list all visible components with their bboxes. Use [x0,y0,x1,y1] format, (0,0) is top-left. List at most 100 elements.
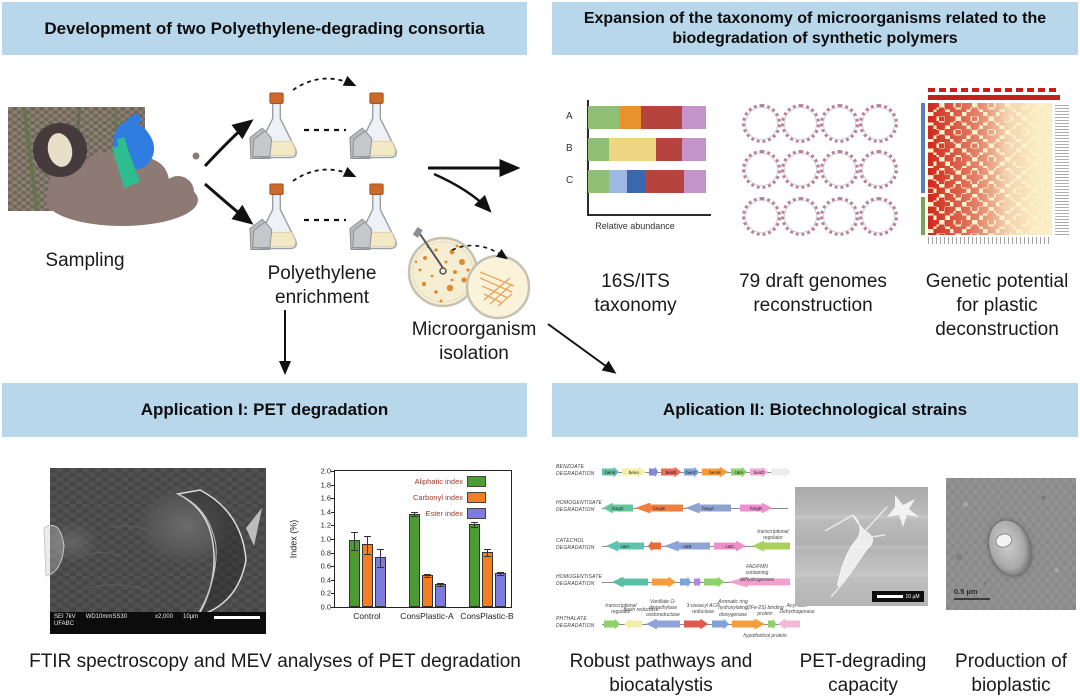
taxonomy-label: 16S/ITS taxonomy [594,271,677,316]
sem2-scale-bar [876,595,903,598]
y-tick-mark [331,566,335,568]
genome-circle [859,103,898,143]
sem-image-pet-degradation: SEI 7kV WD10mmSS30 x2,000 10µm UFABC [43,468,266,634]
sem-scale-bar [214,616,261,619]
error-bar [350,532,358,551]
error-bar [470,522,478,529]
gene-arrow [652,576,676,588]
gene-annotation: flavin reductase [623,607,659,613]
y-tick-mark [331,498,335,500]
gene-arrow: catB [664,540,710,552]
abundance-segment [626,170,645,193]
legend-item: Carbonyl index [401,492,486,503]
caption-bioplastic: Production of bioplastic [955,651,1067,696]
genetic-potential-heatmap [920,88,1072,246]
abundance-row-label: B [566,143,573,154]
panel-title: Expansion of the taxonomy of microorgani… [583,9,1047,47]
gene-annotation: Aromatic ring hydroxylating dioxygenase [718,599,748,618]
abundance-segment [641,106,683,129]
gene-arrow: benB [661,466,681,478]
gene-annotation: (2Fe-2S) binding protein [746,605,784,618]
panel-header-taxonomy: Expansion of the taxonomy of microorgani… [552,2,1078,55]
genetic-label: Genetic potential for plastic deconstruc… [925,271,1069,340]
y-tick-label: 1.8 [320,480,331,490]
pathway-row-label: CATECHOL DEGRADATION [556,538,595,551]
gene-arrow: hmgB [635,502,683,514]
panel-title: Aplication II: Biotechnological strains [662,400,968,420]
pathway-row-label: HOMOGENTISATE DEGRADATION [556,500,603,513]
sem-lab: UFABC [54,621,75,627]
error-bar [496,572,504,576]
y-tick-label: 1.2 [320,520,331,530]
gene-annotation: FAD/FMN containing dehydrogenase [739,564,775,583]
y-tick-label: 0.0 [320,602,331,612]
pathway-row-label: PHTHALATE DEGRADATION [556,616,595,629]
heatmap-top-strip [928,88,1060,92]
genome-circle [742,103,781,143]
gene-arrow: hmgA [685,502,731,514]
genome-circle [781,197,820,237]
abundance-row-label: A [566,111,573,122]
abundance-row [588,138,706,161]
y-tick-mark [331,525,335,527]
y-tick-label: 1.6 [320,493,331,503]
gene-arrow [704,576,724,588]
gene-pathways-diagram: BENZOATE DEGRADATION benK benA benB benC benM… [556,456,815,642]
sem-settings: SEI 7kV [54,614,76,620]
gene-arrow [728,576,790,588]
gene-annotation: transcriptional regulator [605,603,637,616]
gene-arrow [680,576,691,588]
gene-arrow [712,618,729,630]
panel-title: Development of two Polyethylene-degradin… [44,18,485,38]
caption-pathways: Robust pathways and biocatalystis [569,651,753,696]
gene-arrow: catC [714,540,746,552]
y-tick-label: 0.2 [320,588,331,598]
enrichment-label: Polyethylene enrichment [267,263,377,308]
legend-swatch [467,508,486,519]
relative-abundance-chart: A B C [558,100,711,218]
gene-annotation: 3-oxoacyl ACP reductase [686,603,720,616]
sem-image-pet-surface: 10 µM [795,487,928,606]
data-bar [494,573,506,607]
pathway-row-label: HOMOGENTISATE DEGRADATION [556,574,603,587]
heatmap-cells [928,103,1052,235]
panel-header-application-1: Application I: PET degradation [2,383,527,437]
legend-item: Aliphatic index [401,476,486,487]
gene-arrow: hmgR [740,502,772,514]
gene-arrow: hmgC [603,502,633,514]
error-bar [363,535,371,556]
abundance-row [588,170,706,193]
gene-arrow [604,618,620,630]
gene-arrow [768,618,776,630]
caption-pet: PET-degrading capacity [799,651,927,696]
heatmap-col-labels [928,237,1052,244]
ftir-ylabel: Index (%) [288,519,299,559]
sem-info-bar: SEI 7kV WD10mmSS30 x2,000 10µm UFABC [50,612,266,634]
sem2-scale: 10 µM [872,591,924,602]
sem-mag: x2,000 [155,614,174,620]
y-tick-mark [331,539,335,540]
y-tick-label: 0.8 [320,548,331,558]
y-tick-label: 1.4 [320,507,331,517]
abundance-segment [588,106,620,129]
abundance-segment [682,138,706,161]
tem-image-bioplastic-cell: 0.5 µm [946,478,1076,610]
y-tick-label: 1.0 [320,534,331,544]
x-tick-label: Control [353,611,381,621]
heatmap-second-strip [928,95,1060,100]
x-tick-label: ConsPlastic-B [460,611,514,621]
bacterial-cell [982,515,1038,581]
sem-scale-text: 10µm [183,614,199,620]
genome-circle [859,197,898,237]
genome-circle [742,150,781,190]
heatmap-row-labels [1055,103,1069,235]
genome-circle [820,103,859,143]
error-bar [410,512,418,518]
legend-label: Ester index [425,509,463,518]
abundance-segment [609,138,657,161]
gene-annotation: Acyl-CoA Dehydrogenase [779,603,815,616]
abundance-row [588,106,706,129]
